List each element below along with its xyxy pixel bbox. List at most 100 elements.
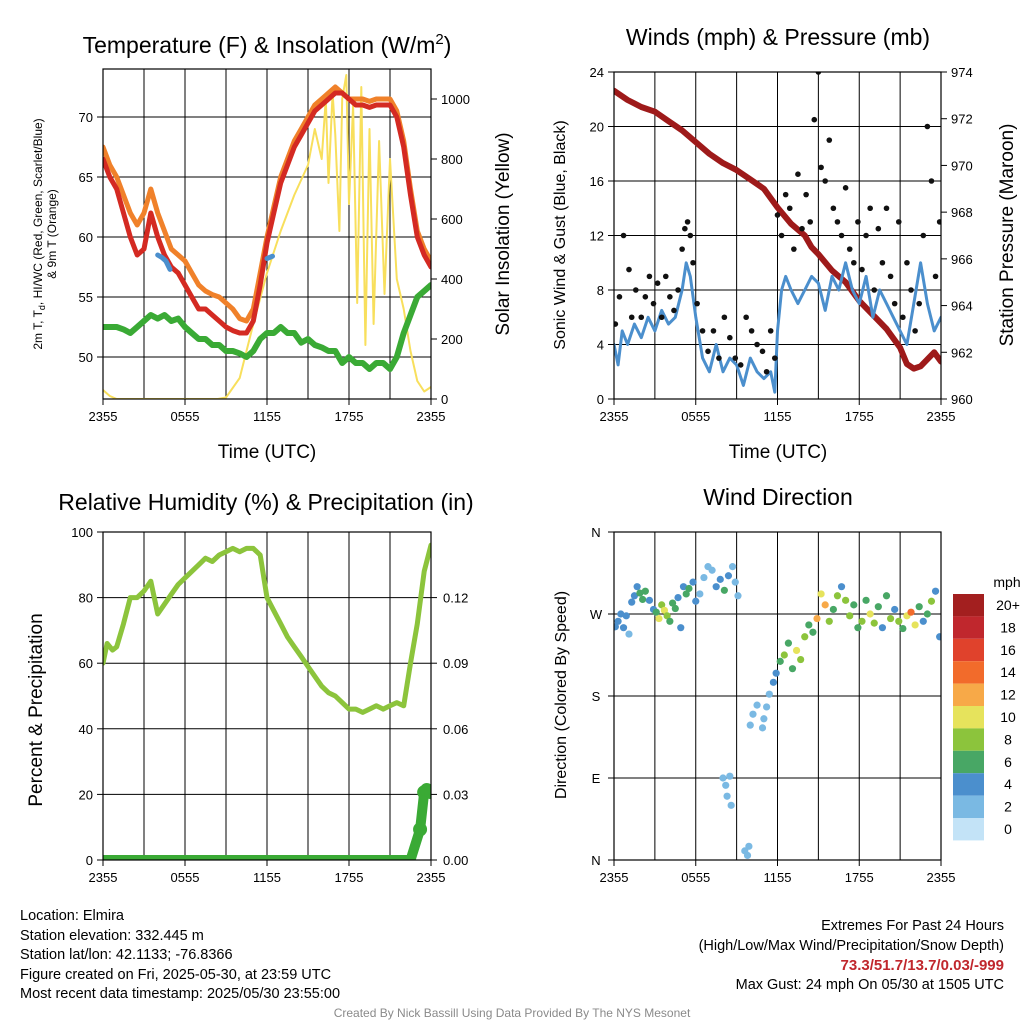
station-elevation: Station elevation: 332.445 m	[20, 927, 204, 944]
direction-point	[685, 584, 693, 593]
wind_gust-point	[754, 341, 760, 348]
wind_gust-point	[863, 232, 869, 239]
dewpoint-line	[103, 282, 431, 372]
colorbar-label: 0	[1004, 821, 1012, 837]
wind_gust-point	[614, 321, 619, 327]
direction-point	[749, 710, 757, 718]
y-tick-label: 8	[597, 283, 604, 298]
extremes-heading: Extremes For Past 24 Hours	[821, 918, 1004, 934]
direction-point	[797, 655, 805, 664]
wind_speed-line	[614, 261, 941, 394]
direction-point	[668, 599, 677, 607]
y-tick-label: 70	[79, 110, 93, 125]
y-tick-label-right: 0.09	[443, 656, 468, 671]
rh-y-label-left: Percent & Precipitation	[26, 613, 47, 806]
wind-y-label-right: Station Pressure (Maroon)	[997, 124, 1018, 347]
wind_gust-point	[687, 232, 694, 239]
direction-point	[915, 603, 923, 611]
wind_gust-point	[694, 300, 700, 307]
wind_gust-point	[782, 191, 789, 198]
temp-x-label: Time (UTC)	[218, 442, 317, 463]
wind_gust-point	[684, 219, 691, 225]
station-location: Location: Elmira	[20, 908, 124, 924]
precip-marker	[424, 785, 431, 800]
wind_gust-point	[638, 314, 645, 321]
x-tick-label: 2355	[417, 870, 446, 885]
direction-point	[745, 842, 753, 850]
y-tick-label-right: 964	[951, 299, 973, 314]
direction-point	[617, 610, 625, 618]
y-tick-label: 60	[79, 656, 93, 671]
direction-point	[734, 592, 742, 600]
wind_gust-point	[646, 273, 653, 280]
temp-y-label-line2: & 9m T (Orange)	[45, 189, 59, 279]
direction-point	[891, 605, 899, 614]
direction-point	[878, 624, 887, 632]
direction-point	[842, 596, 850, 604]
temp-panel: 2355 0555 1155 1755 2355 50 55 60 65 70 0 200 400 600…	[79, 68, 470, 424]
direction-point	[760, 715, 768, 723]
direction-point	[639, 595, 647, 604]
colorbar-swatch	[953, 594, 984, 617]
wind_gust-point	[871, 287, 878, 293]
x-tick-label: 1755	[335, 409, 364, 424]
extremes-panel: Extremes For Past 24 Hours (High/Low/Max…	[699, 917, 1004, 995]
direction-point	[712, 583, 720, 591]
wind_gust-point	[908, 287, 914, 293]
direction-point	[614, 617, 622, 625]
direction-point	[731, 578, 739, 586]
y-tick-label-right: 800	[441, 152, 463, 167]
wind_gust-point	[675, 287, 681, 293]
colorbar-swatch	[953, 661, 984, 684]
direction-point	[809, 628, 817, 636]
direction-point	[846, 612, 854, 620]
direction-point	[936, 633, 941, 641]
direction-point	[677, 624, 685, 632]
direction-point	[907, 608, 915, 616]
x-tick-label: 1755	[335, 870, 364, 885]
direction-point	[763, 703, 771, 711]
wind_gust-point	[795, 171, 801, 177]
wind_gust-point	[654, 280, 661, 286]
colorbar-swatch	[953, 795, 984, 818]
wind-x-label: Time (UTC)	[729, 442, 828, 463]
colorbar-label: 12	[1000, 687, 1016, 703]
wind_gust-point	[932, 273, 939, 280]
wind_gust-point	[811, 116, 818, 123]
direction-point	[674, 594, 682, 602]
y-tick-label: 55	[79, 290, 93, 305]
x-tick-label: 0555	[681, 409, 710, 424]
wind_gust-point	[855, 219, 861, 225]
y-tick-label-right: 966	[951, 252, 973, 267]
direction-point	[899, 624, 907, 633]
y-tick-label: 50	[79, 350, 93, 365]
wind_gust-point	[771, 355, 778, 361]
direction-point	[911, 621, 919, 629]
direction-point	[689, 578, 697, 586]
wind_gust-point	[743, 314, 749, 321]
wind_gust-point	[924, 123, 931, 130]
wind-plot-area	[614, 72, 941, 394]
wind_gust-point	[727, 334, 733, 341]
direction-point	[663, 612, 671, 620]
temp-plot-area	[103, 74, 431, 399]
x-tick-label: 2355	[927, 409, 956, 424]
wind_gust-point	[879, 259, 886, 266]
wdir-plot-area	[614, 563, 941, 860]
x-tick-label: 0555	[171, 870, 200, 885]
y-tick-label-right: 200	[441, 332, 463, 347]
wind_gust-point	[721, 314, 728, 321]
wind_gust-point	[786, 205, 793, 212]
wind_gust-point	[842, 185, 849, 191]
direction-point	[724, 572, 733, 580]
direction-point	[720, 586, 728, 594]
direction-point	[833, 592, 842, 600]
wind_gust-point	[867, 205, 873, 212]
x-tick-label: 0555	[171, 409, 200, 424]
y-tick-label-right: 960	[951, 392, 973, 407]
direction-point	[882, 592, 891, 600]
wind_gust-point	[834, 219, 841, 225]
wind_gust-point	[748, 328, 755, 334]
temp-chart-title: Temperature (F) & Insolation (W/m2)	[83, 31, 452, 58]
